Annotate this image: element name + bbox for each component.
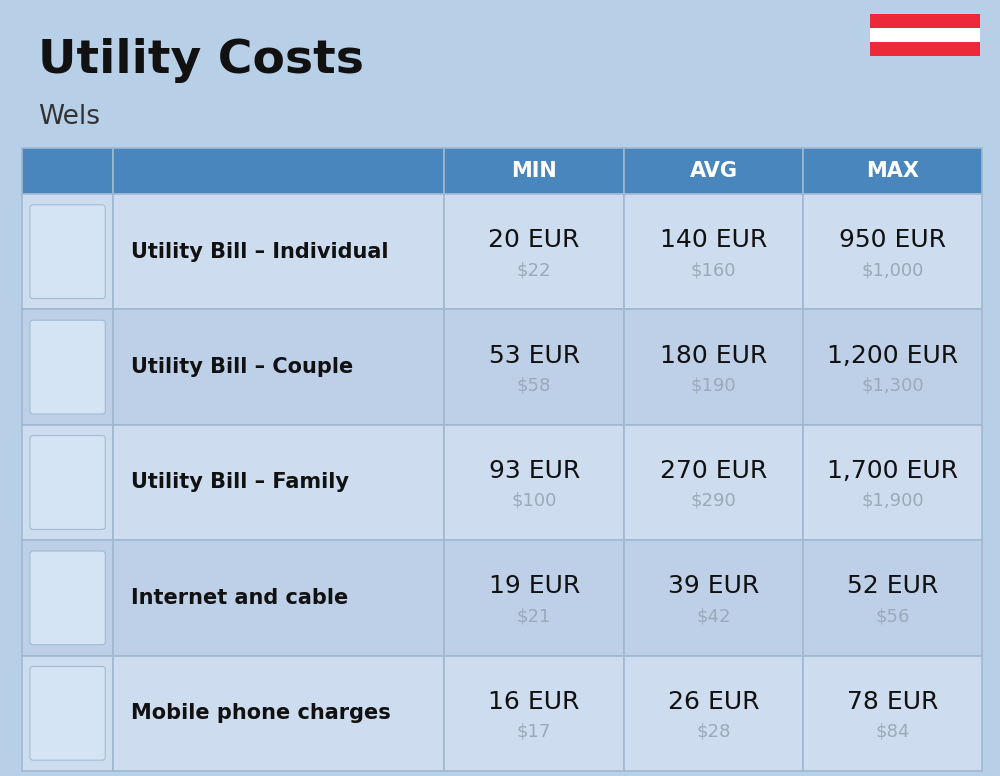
- Text: 26 EUR: 26 EUR: [668, 690, 759, 714]
- Bar: [624, 310, 803, 424]
- Text: $100: $100: [511, 492, 557, 510]
- FancyBboxPatch shape: [30, 551, 105, 645]
- Text: $21: $21: [517, 608, 551, 625]
- Text: MIN: MIN: [511, 161, 557, 181]
- Bar: [624, 656, 803, 771]
- Text: 16 EUR: 16 EUR: [488, 690, 580, 714]
- Bar: [22, 540, 113, 656]
- Bar: [113, 310, 444, 424]
- Bar: [624, 540, 803, 656]
- Bar: [22, 148, 113, 194]
- Text: 20 EUR: 20 EUR: [488, 228, 580, 252]
- Bar: [22, 424, 113, 540]
- Text: $58: $58: [517, 376, 551, 394]
- Bar: [113, 656, 444, 771]
- Text: Utility Bill – Family: Utility Bill – Family: [131, 473, 349, 493]
- Bar: [113, 424, 444, 540]
- Bar: [624, 148, 803, 194]
- Bar: [624, 424, 803, 540]
- Text: $290: $290: [691, 492, 737, 510]
- Text: 1,700 EUR: 1,700 EUR: [827, 459, 958, 483]
- Text: $1,900: $1,900: [861, 492, 924, 510]
- Text: $190: $190: [691, 376, 736, 394]
- Bar: [803, 310, 982, 424]
- Text: 19 EUR: 19 EUR: [489, 574, 580, 598]
- Bar: [113, 540, 444, 656]
- Text: 78 EUR: 78 EUR: [847, 690, 938, 714]
- Text: $1,000: $1,000: [862, 262, 924, 279]
- Text: 53 EUR: 53 EUR: [489, 344, 580, 368]
- Bar: [624, 194, 803, 310]
- Text: 950 EUR: 950 EUR: [839, 228, 946, 252]
- Bar: [444, 656, 624, 771]
- Bar: [22, 194, 113, 310]
- Text: $17: $17: [517, 722, 551, 741]
- Bar: [22, 310, 113, 424]
- Bar: [444, 194, 624, 310]
- Text: 180 EUR: 180 EUR: [660, 344, 767, 368]
- Text: $22: $22: [517, 262, 551, 279]
- Text: MAX: MAX: [866, 161, 919, 181]
- Bar: [870, 14, 980, 28]
- FancyBboxPatch shape: [30, 205, 105, 299]
- Text: 1,200 EUR: 1,200 EUR: [827, 344, 958, 368]
- Bar: [444, 310, 624, 424]
- Text: $28: $28: [696, 722, 731, 741]
- Text: $1,300: $1,300: [861, 376, 924, 394]
- FancyBboxPatch shape: [30, 320, 105, 414]
- Bar: [444, 148, 624, 194]
- Text: Utility Bill – Individual: Utility Bill – Individual: [131, 241, 389, 262]
- Bar: [803, 656, 982, 771]
- Bar: [113, 148, 444, 194]
- Text: $160: $160: [691, 262, 736, 279]
- Text: 140 EUR: 140 EUR: [660, 228, 767, 252]
- Text: $84: $84: [876, 722, 910, 741]
- Text: 270 EUR: 270 EUR: [660, 459, 767, 483]
- Text: Mobile phone charges: Mobile phone charges: [131, 703, 391, 723]
- Text: Internet and cable: Internet and cable: [131, 588, 348, 608]
- Text: Wels: Wels: [38, 104, 100, 130]
- Bar: [803, 424, 982, 540]
- FancyBboxPatch shape: [30, 435, 105, 529]
- Bar: [22, 656, 113, 771]
- Text: $42: $42: [696, 608, 731, 625]
- Bar: [803, 540, 982, 656]
- FancyBboxPatch shape: [30, 667, 105, 760]
- Bar: [803, 148, 982, 194]
- Bar: [444, 540, 624, 656]
- Text: AVG: AVG: [690, 161, 738, 181]
- Bar: [870, 28, 980, 42]
- Bar: [870, 42, 980, 56]
- Text: 52 EUR: 52 EUR: [847, 574, 938, 598]
- Text: 39 EUR: 39 EUR: [668, 574, 759, 598]
- Bar: [113, 194, 444, 310]
- Text: Utility Bill – Couple: Utility Bill – Couple: [131, 357, 353, 377]
- Text: $56: $56: [876, 608, 910, 625]
- Bar: [803, 194, 982, 310]
- Text: 93 EUR: 93 EUR: [489, 459, 580, 483]
- Text: Utility Costs: Utility Costs: [38, 38, 364, 83]
- Bar: [444, 424, 624, 540]
